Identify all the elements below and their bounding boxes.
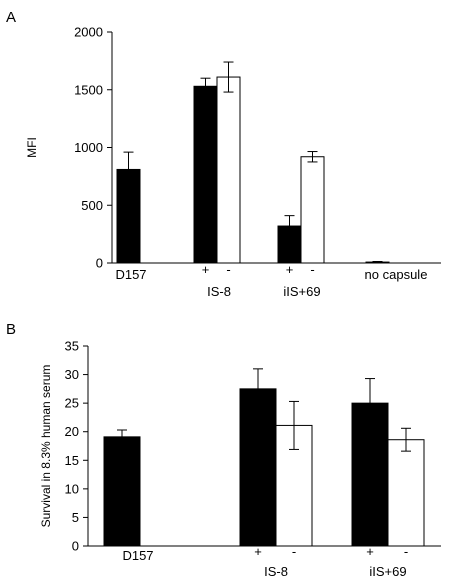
bar-iis-69-open [300,156,325,264]
bar-is-8-filled [239,388,277,547]
bar-is-8-open [216,76,241,264]
panel-b: B Survival in 8.3% human serum 0 5 10 15 20 25 3… [6,321,441,579]
y-axis-label: MFI [25,137,39,158]
y-tick-label: 35 [65,339,79,354]
y-tick-label: 20 [65,424,79,439]
panel-label: A [6,9,16,26]
y-tick-label: 25 [65,396,79,411]
y-tick-label: 1000 [74,140,103,155]
bar-d157-filled [116,168,141,264]
y-tick-label: 1500 [74,82,103,97]
x-group-label: IS-8 [207,284,231,299]
bar-iis-69-filled [277,225,302,264]
x-sign-label: - [226,262,230,277]
bar-d157-filled [103,436,141,547]
x-group-label: D157 [115,267,146,282]
x-group-label: iIS+69 [283,284,320,299]
x-sign-label: + [254,544,262,559]
x-sign-label: - [292,544,296,559]
y-tick-label: 500 [81,198,103,213]
bar-is-8-filled [193,85,218,264]
x-sign-label: + [366,544,374,559]
x-sign-label: - [310,262,314,277]
panel-a: A MFI 0 500 1000 1500 2000 D157 IS-8 + - iIS+69 + - no… [6,9,441,299]
x-group-label: IS-8 [264,564,288,579]
x-group-label: D157 [122,548,153,563]
x-sign-label: + [286,262,294,277]
x-sign-label: + [202,262,210,277]
y-tick-label: 30 [65,367,79,382]
y-tick-label: 0 [96,256,103,271]
panel-label: B [6,321,16,338]
y-tick-label: 5 [72,510,79,525]
x-group-label: iIS+69 [369,564,406,579]
y-tick-label: 10 [65,481,79,496]
bar-iis-69-open [387,439,425,547]
y-axis-label: Survival in 8.3% human serum [39,365,53,528]
y-tick-label: 2000 [74,25,103,40]
x-sign-label: - [404,544,408,559]
y-tick-label: 0 [72,539,79,554]
bar-iis-69-filled [351,402,389,547]
x-group-label: no capsule [365,267,428,282]
y-tick-label: 15 [65,453,79,468]
